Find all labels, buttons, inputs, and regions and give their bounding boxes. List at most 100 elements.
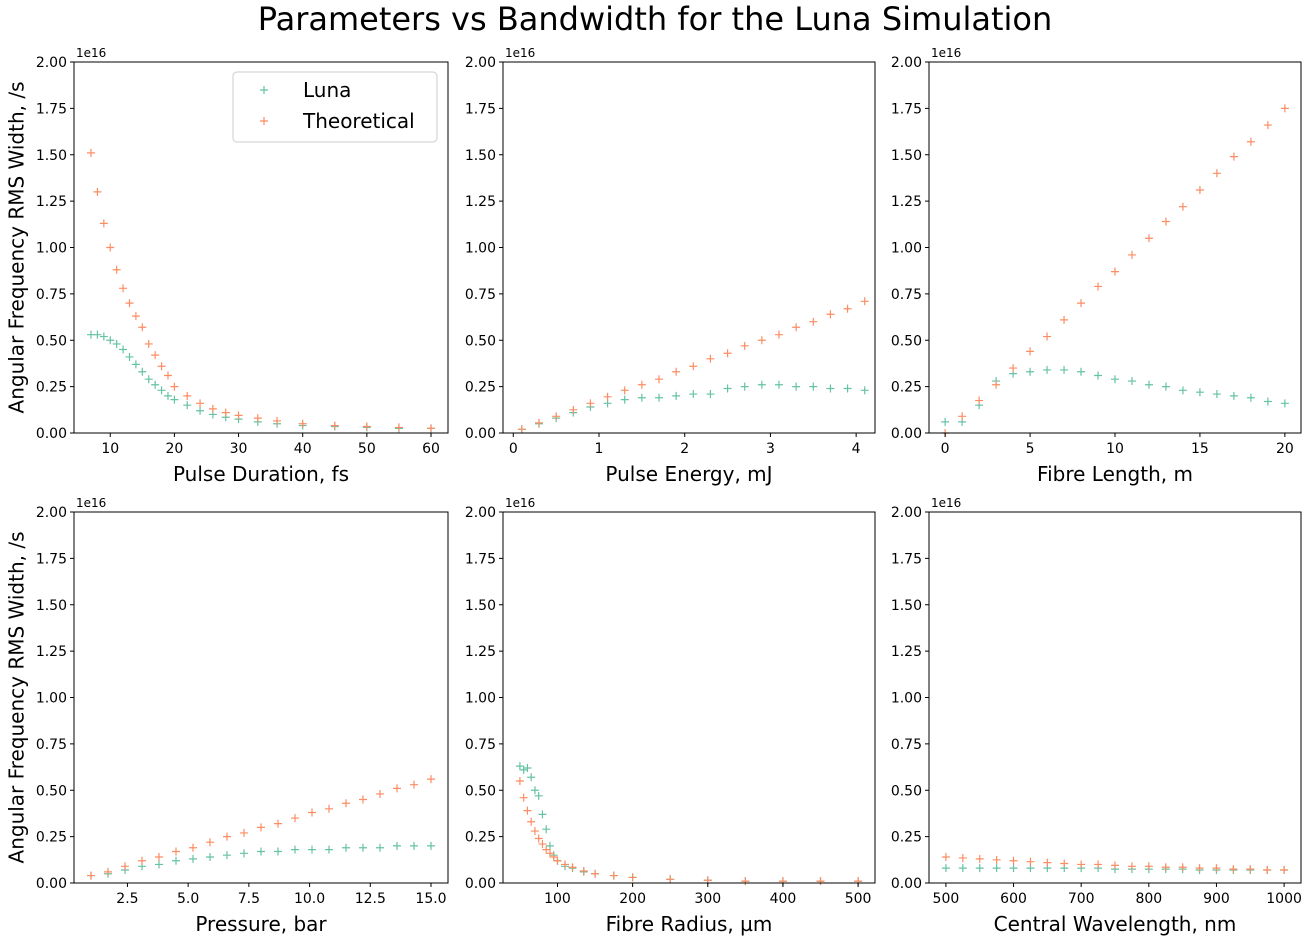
series-group: [515, 762, 863, 886]
y-tick-label: 1.75: [465, 551, 496, 567]
data-point: [308, 808, 316, 817]
data-point: [826, 310, 835, 319]
data-point: [325, 845, 333, 854]
data-point: [189, 843, 197, 852]
data-point: [1094, 860, 1103, 869]
y-tick-label: 0.50: [891, 783, 922, 799]
data-point: [992, 380, 1001, 389]
data-point: [579, 866, 588, 875]
data-point: [1246, 393, 1255, 402]
data-point: [1229, 152, 1238, 161]
series-group: [941, 853, 1289, 875]
data-point: [138, 323, 147, 332]
y-tick-label: 1.50: [36, 598, 67, 614]
data-point: [1094, 371, 1103, 380]
data-point: [394, 423, 403, 432]
subplot-3: 0.00 0.25 0.50 0.75 1.00 1.25 1.50 1.75 2.00 0 5 10…: [891, 46, 1302, 486]
data-point: [689, 362, 698, 371]
data-point: [1263, 866, 1272, 875]
data-point: [568, 863, 577, 872]
data-point: [112, 339, 121, 348]
data-point: [740, 341, 749, 350]
x-tick-label: 700: [1068, 891, 1095, 907]
y-tick-label: 1.75: [36, 101, 67, 117]
data-point: [757, 336, 766, 345]
data-point: [1161, 217, 1170, 226]
y-tick-label: 1.50: [36, 148, 67, 164]
y-tick-label: 1.75: [891, 551, 922, 567]
data-point: [542, 825, 551, 834]
data-point: [740, 382, 749, 391]
data-point: [527, 773, 536, 782]
data-point: [362, 422, 371, 431]
data-point: [427, 775, 435, 784]
data-point: [155, 853, 163, 862]
y-tick-label: 1.75: [891, 101, 922, 117]
data-point: [545, 849, 554, 858]
data-point: [144, 375, 153, 384]
plot-frame: [928, 511, 1302, 884]
subplot-5: 0.00 0.25 0.50 0.75 1.00 1.25 1.50 1.75 2.00 100 2…: [465, 496, 876, 936]
data-point: [99, 332, 108, 341]
data-point: [291, 845, 299, 854]
data-point: [257, 847, 265, 856]
data-point: [196, 406, 205, 415]
x-tick-label: 0: [941, 441, 950, 457]
series-theoretical: [517, 297, 869, 434]
data-point: [1060, 315, 1069, 324]
series-theoretical: [87, 148, 435, 433]
y-offset-label: 1e16: [931, 46, 961, 60]
y-tick-label: 0.00: [36, 876, 67, 892]
data-point: [706, 354, 715, 363]
y-tick-label: 0.50: [465, 783, 496, 799]
data-point: [1178, 386, 1187, 395]
x-axis-label: Fibre Length, m: [1037, 462, 1193, 486]
data-point: [958, 853, 967, 862]
data-point: [538, 840, 547, 849]
data-point: [291, 814, 299, 823]
series-theoretical: [515, 776, 863, 886]
x-tick-label: 300: [694, 891, 721, 907]
x-tick-label: 50: [358, 441, 376, 457]
data-point: [538, 810, 547, 819]
data-point: [253, 414, 262, 423]
x-axis-label: Central Wavelength, nm: [994, 912, 1237, 936]
data-point: [330, 421, 339, 430]
data-point: [1144, 862, 1153, 871]
data-point: [523, 763, 532, 772]
data-point: [163, 371, 172, 380]
y-tick-label: 0.75: [465, 737, 496, 753]
data-point: [125, 299, 134, 308]
y-tick-label: 1.75: [36, 551, 67, 567]
data-point: [1026, 347, 1035, 356]
data-point: [941, 864, 950, 873]
subplot-6: 0.00 0.25 0.50 0.75 1.00 1.25 1.50 1.75 2.00 500 6…: [891, 496, 1302, 936]
data-point: [1280, 104, 1289, 113]
series-luna: [515, 762, 863, 886]
data-point: [1060, 859, 1069, 868]
figure-title: Parameters vs Bandwidth for the Luna Sim…: [258, 0, 1053, 38]
data-point: [99, 219, 108, 228]
data-point: [775, 330, 783, 339]
y-tick-label: 0.50: [891, 333, 922, 349]
x-axis-label: Pressure, bar: [195, 912, 327, 936]
x-tick-label: 15.0: [415, 891, 446, 907]
data-point: [119, 345, 128, 354]
y-tick-label: 2.00: [891, 505, 922, 521]
data-point: [941, 417, 950, 426]
data-point: [757, 380, 766, 389]
data-point: [1161, 382, 1170, 391]
x-tick-label: 30: [230, 441, 248, 457]
y-tick-label: 1.50: [465, 598, 496, 614]
x-tick-label: 900: [1203, 891, 1230, 907]
data-point: [655, 393, 663, 402]
data-point: [992, 855, 1001, 864]
y-tick-label: 0.75: [891, 737, 922, 753]
series-luna: [517, 380, 869, 434]
data-point: [655, 375, 663, 384]
data-point: [1280, 399, 1289, 408]
y-tick-label: 1.00: [891, 241, 922, 257]
data-point: [1212, 390, 1221, 399]
data-point: [569, 405, 578, 414]
y-axis-label: Angular Frequency RMS Width, /s: [5, 532, 29, 864]
